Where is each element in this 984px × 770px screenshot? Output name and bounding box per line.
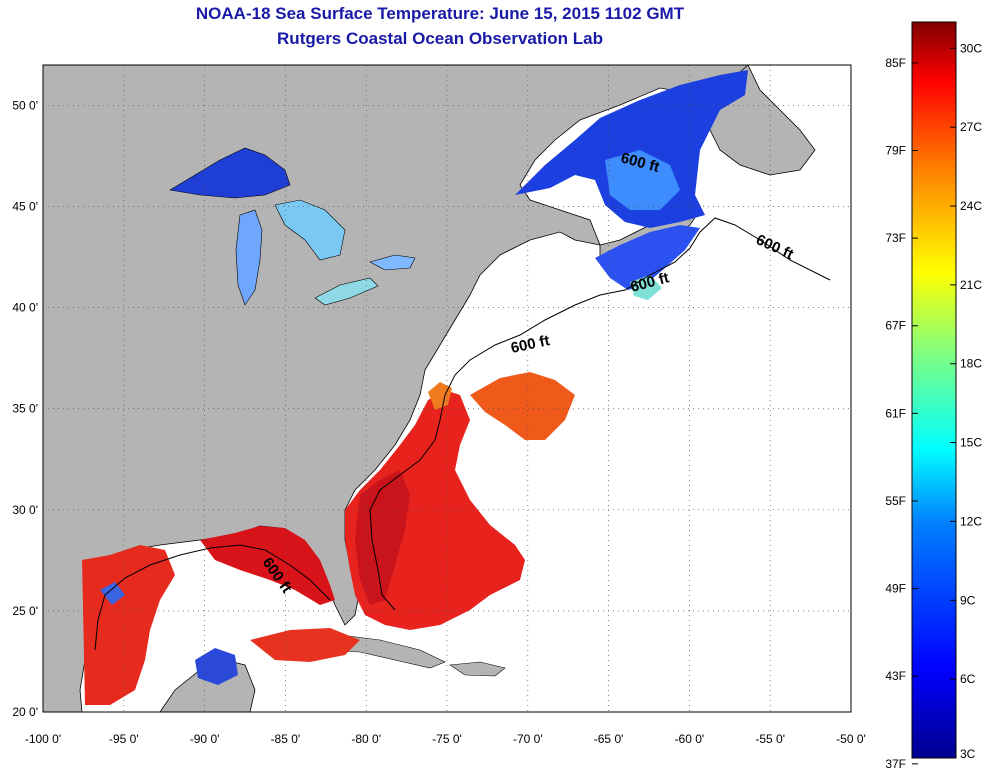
sst-gulf-of-mexico-west (82, 545, 175, 705)
colorbar-fahrenheit-label: 85F (885, 56, 906, 70)
lat-tick-label: 50 0' (12, 98, 38, 112)
lat-tick-label: 20 0' (12, 705, 38, 719)
colorbar (911, 21, 957, 759)
map-title: NOAA-18 Sea Surface Temperature: June 15… (195, 4, 685, 23)
sst-gulf-st-lawrence (515, 70, 748, 228)
sst-scotian-patch (630, 275, 662, 300)
sst-st-lawrence-interior (605, 150, 680, 210)
colorbar-fahrenheit-label: 73F (885, 231, 906, 245)
lake-huron (274, 199, 346, 261)
colorbar-celsius-label: 6C (960, 672, 976, 686)
lon-tick-label: -100 0' (25, 732, 61, 746)
colorbar-celsius-label: 21C (960, 278, 982, 292)
sst-gulf-cold-patch (195, 648, 238, 685)
map-subtitle: Rutgers Coastal Ocean Observation Lab (277, 29, 603, 48)
lon-tick-label: -55 0' (755, 732, 785, 746)
colorbar-fahrenheit-label: 55F (885, 494, 906, 508)
lon-tick-label: -90 0' (190, 732, 220, 746)
colorbar-celsius-label: 9C (960, 593, 976, 607)
colorbar-celsius-label: 30C (960, 41, 982, 55)
sst-hatteras-orange (428, 382, 452, 410)
lat-tick-label: 30 0' (12, 503, 38, 517)
lake-michigan (235, 209, 263, 306)
colorbar-fahrenheit-label: 61F (885, 406, 906, 420)
map-border (42, 64, 852, 713)
lon-tick-label: -85 0' (271, 732, 301, 746)
lon-tick-label: -50 0' (836, 732, 866, 746)
colorbar-celsius-label: 15C (960, 436, 982, 450)
longitude-axis: -100 0' -95 0' -90 0' -85 0' -80 0' -75 0' -70… (25, 732, 866, 746)
lake-erie (314, 277, 379, 306)
colorbar-celsius-label: 27C (960, 120, 982, 134)
latitude-axis: 50 0' 45 0' 40 0' 35 0' 30 0' 25 0' 20 0' (12, 98, 38, 719)
lon-tick-label: -60 0' (675, 732, 705, 746)
contour-600ft-gulf (94, 544, 331, 651)
lake-ontario (369, 254, 416, 271)
land-hispaniola (449, 661, 506, 677)
colorbar-fahrenheit-label: 43F (885, 669, 906, 683)
colorbar-fahrenheit-label: 79F (885, 144, 906, 158)
lon-tick-label: -70 0' (513, 732, 543, 746)
sst-offshore-warm-eddy (470, 372, 575, 440)
lat-tick-label: 35 0' (12, 402, 38, 416)
lon-tick-label: -65 0' (594, 732, 624, 746)
colorbar-celsius-label: 24C (960, 199, 982, 213)
colorbar-labels: 30C 27C 24C 21C 18C 15C 12C 9C 6C 3C 85F 79F 73F 67F 6… (885, 41, 982, 770)
sst-gulf-cold-patch-2 (100, 582, 125, 605)
lat-tick-label: 25 0' (12, 604, 38, 618)
colorbar-celsius-label: 12C (960, 514, 982, 528)
lake-superior (169, 147, 291, 199)
sst-gulf-of-maine (595, 225, 700, 290)
lon-tick-label: -80 0' (351, 732, 381, 746)
sst-caribbean-warm (250, 628, 360, 662)
lat-tick-label: 40 0' (12, 301, 38, 315)
lat-tick-label: 45 0' (12, 200, 38, 214)
colorbar-fahrenheit-label: 37F (885, 757, 906, 770)
colorbar-fahrenheit-label: 67F (885, 319, 906, 333)
contour-600ft (369, 217, 831, 611)
colorbar-fahrenheit-label: 49F (885, 582, 906, 596)
colorbar-celsius-label: 3C (960, 747, 976, 761)
sst-gulf-stream-core (355, 470, 410, 605)
colorbar-celsius-label: 18C (960, 357, 982, 371)
lon-tick-label: -75 0' (432, 732, 462, 746)
lon-tick-label: -95 0' (109, 732, 139, 746)
